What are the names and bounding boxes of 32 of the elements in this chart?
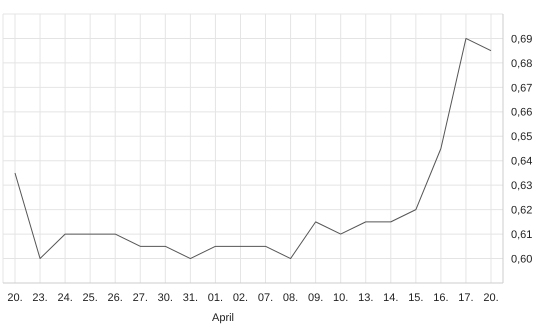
y-tick-label: 0,69 — [511, 33, 532, 46]
x-tick-label: 09. — [308, 292, 324, 304]
x-tick-label: 16. — [433, 292, 449, 304]
x-tick-label: 17. — [458, 292, 474, 304]
x-axis-title: April — [212, 312, 234, 324]
x-tick-label: 14. — [383, 292, 398, 304]
x-tick-label: 30. — [158, 292, 173, 304]
y-tick-label: 0,63 — [511, 180, 532, 192]
x-tick-label: 13. — [358, 292, 374, 304]
x-tick-label: 23. — [32, 292, 48, 304]
x-tick-label: 01. — [208, 292, 224, 304]
x-tick-label: 07. — [258, 292, 274, 304]
x-tick-label: 15. — [408, 292, 424, 304]
x-tick-label: 08. — [282, 292, 298, 304]
y-tick-label: 0,65 — [511, 131, 532, 144]
x-tick-label: 31. — [182, 292, 198, 304]
x-tick-label: 20. — [483, 292, 499, 304]
y-tick-label: 0,67 — [511, 82, 532, 94]
y-tick-label: 0,62 — [511, 204, 532, 217]
y-tick-label: 0,61 — [511, 228, 532, 241]
x-tick-label: 27. — [132, 292, 148, 304]
x-tick-label: 20. — [7, 292, 23, 304]
x-tick-label: 02. — [232, 292, 248, 304]
y-tick-label: 0,66 — [511, 106, 532, 119]
x-tick-label: 10. — [333, 292, 348, 304]
y-tick-label: 0,64 — [511, 156, 532, 168]
y-tick-label: 0,68 — [511, 58, 532, 70]
x-tick-label: 24. — [57, 292, 73, 304]
x-tick-label: 25. — [82, 292, 98, 304]
y-tick-label: 0,60 — [511, 253, 532, 266]
x-tick-label: 26. — [108, 292, 123, 304]
line-series — [14, 38, 492, 260]
